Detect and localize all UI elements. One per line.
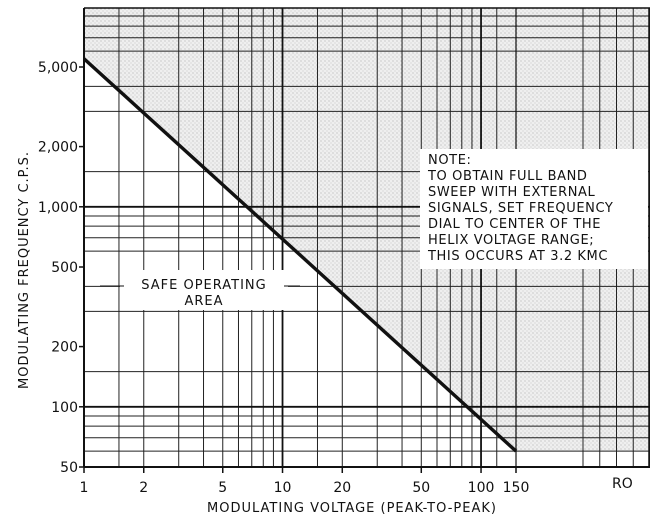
note-line: NOTE:	[428, 153, 472, 168]
y-tick-labels: 50 100 200 500 1,000 2,000 5,000	[38, 60, 84, 476]
y-tick-label: 2,000	[38, 140, 78, 156]
x-tick-labels: 1 2 5 10 20 50 100 150	[80, 467, 530, 496]
note-line: HELIX VOLTAGE RANGE;	[428, 233, 594, 248]
safe-area-line: SAFE OPERATING	[141, 278, 266, 293]
note-line: THIS OCCURS AT 3.2 KMC	[427, 249, 608, 264]
plot-axes	[83, 7, 650, 468]
y-tick-label: 200	[51, 340, 78, 356]
note-line: SIGNALS, SET FREQUENCY	[428, 201, 613, 216]
x-tick-label: 100	[468, 480, 495, 496]
y-tick-label: 100	[51, 400, 78, 416]
series-layer	[82, 57, 518, 453]
note-line: SWEEP WITH EXTERNAL	[428, 185, 596, 200]
x-tick-label: 2	[139, 480, 148, 496]
y-tick-label: 50	[60, 460, 78, 476]
y-tick-label: 5,000	[38, 60, 78, 76]
y-tick-label: 1,000	[38, 200, 78, 216]
note-line: DIAL TO CENTER OF THE	[428, 217, 601, 232]
y-tick-label: 500	[51, 260, 78, 276]
y-axis-title: MODULATING FREQUENCY C.P.S.	[17, 151, 32, 389]
note-line: TO OBTAIN FULL BAND	[427, 169, 588, 184]
x-tick-label: 50	[412, 480, 430, 496]
x-tick-label: 1	[80, 480, 89, 496]
x-tick-label: 20	[333, 480, 351, 496]
x-tick-label: 5	[218, 480, 227, 496]
corner-mark: RO	[612, 476, 633, 492]
safe-limit-line	[82, 57, 518, 453]
x-tick-label: 10	[274, 480, 292, 496]
unsafe-shaded-area	[84, 8, 650, 452]
x-axis-title: MODULATING VOLTAGE (PEAK-TO-PEAK)	[207, 501, 497, 516]
safe-area-line: AREA	[184, 294, 223, 309]
x-tick-label: 150	[503, 480, 530, 496]
